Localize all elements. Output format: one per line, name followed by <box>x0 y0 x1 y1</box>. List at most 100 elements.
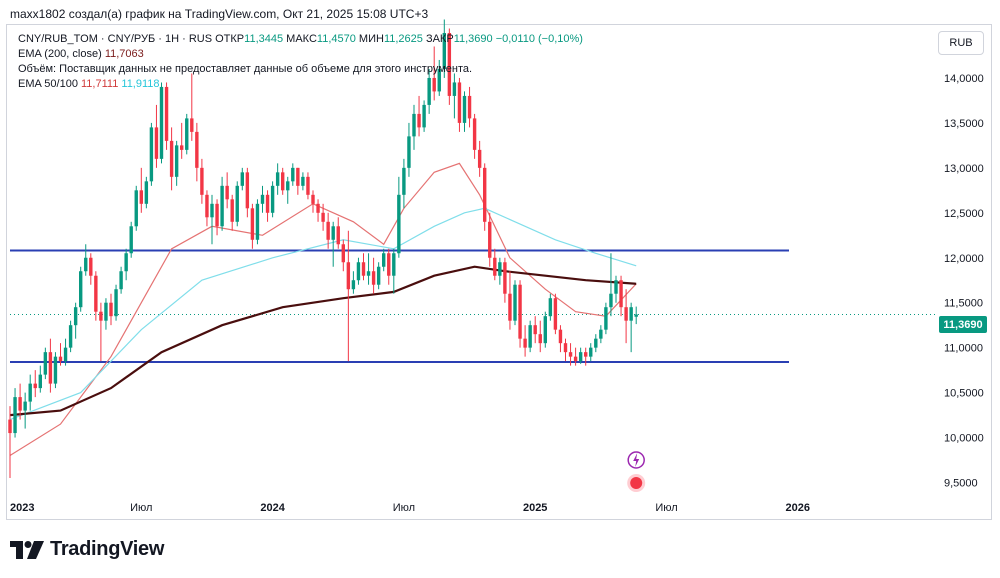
candle-body <box>528 325 532 348</box>
candle <box>291 163 295 186</box>
candle <box>457 77 462 132</box>
candle-body <box>402 167 406 195</box>
candle <box>366 253 371 285</box>
candle <box>558 325 563 353</box>
candle-body <box>73 307 78 326</box>
candle <box>13 388 17 438</box>
candle-body <box>563 343 568 353</box>
candle <box>599 325 603 344</box>
candle <box>149 122 154 186</box>
legend-ema200-row[interactable]: EMA (200, close) 11,7063 <box>18 47 583 62</box>
candle-body <box>578 352 583 362</box>
candle <box>493 248 497 281</box>
candle-body <box>538 334 542 344</box>
candle <box>109 293 113 326</box>
candle-body <box>281 172 285 191</box>
candle <box>472 113 477 159</box>
low-label: МИН <box>358 33 384 45</box>
candle <box>275 163 280 195</box>
candle <box>180 122 184 159</box>
candle <box>73 302 78 339</box>
y-tick-label: 11,0000 <box>944 343 983 355</box>
candle <box>427 68 431 114</box>
candle-body <box>190 118 194 132</box>
candle <box>225 172 229 209</box>
currency-button[interactable]: RUB <box>938 31 984 55</box>
candle-body <box>442 32 446 69</box>
x-tick-label: 2025 <box>523 502 547 514</box>
candle <box>200 158 204 204</box>
candle <box>346 230 351 362</box>
candle-body <box>8 419 12 434</box>
symbol-label[interactable]: CNY/RUB_TOM · CNY/РУБ · 1Н · RUS <box>18 33 213 45</box>
candle <box>195 122 199 182</box>
candle-body <box>609 293 613 308</box>
candle-body <box>417 113 421 128</box>
candle <box>58 343 63 366</box>
candle <box>563 338 568 362</box>
candle <box>341 239 345 272</box>
y-tick-label: 12,5000 <box>944 208 984 220</box>
last-price-tag: 11,3690 <box>939 316 987 333</box>
candle-body <box>33 383 37 389</box>
candle <box>533 316 537 344</box>
legend-ema-pair-row[interactable]: EMA 50/100 11,7111 11,9118 <box>18 77 583 92</box>
ema100-value: 11,9118 <box>121 78 160 90</box>
candle <box>255 199 260 245</box>
candle <box>316 199 320 222</box>
candle-body <box>584 352 588 357</box>
candle <box>407 122 411 177</box>
candle-body <box>518 284 522 339</box>
candle-body <box>331 226 335 240</box>
y-tick-label: 13,0000 <box>944 163 984 175</box>
candle-body <box>225 185 229 200</box>
candle <box>8 406 12 479</box>
candle <box>190 73 194 141</box>
candle-body <box>397 194 401 254</box>
candle-body <box>200 167 204 195</box>
candle-body <box>235 185 239 222</box>
candle <box>89 253 93 285</box>
candle-body <box>215 203 219 227</box>
ema200-value: 11,7063 <box>104 48 144 60</box>
candle <box>331 221 335 267</box>
candle-body <box>270 185 275 213</box>
event-marker-dot <box>630 477 643 489</box>
candle <box>43 347 48 380</box>
candle <box>84 244 88 276</box>
candle-body <box>38 374 42 389</box>
candle-body <box>508 293 512 321</box>
candle <box>483 163 487 231</box>
candle-body <box>109 302 113 317</box>
candle-body <box>432 77 436 92</box>
candle-body <box>28 383 32 402</box>
candle-body <box>260 194 265 204</box>
candle <box>467 86 472 128</box>
candle-body <box>180 145 184 150</box>
candle-body <box>104 302 108 321</box>
candle <box>306 172 310 200</box>
candle <box>23 392 27 429</box>
candle-body <box>356 262 361 281</box>
close-value: 11,3690 <box>453 33 493 45</box>
tradingview-logo[interactable]: TradingView <box>10 538 164 561</box>
x-tick-label: 2024 <box>260 502 285 514</box>
candle-body <box>185 118 189 150</box>
candle <box>629 302 633 353</box>
volume-note: Объём: Поставщик данных не предоставляет… <box>18 63 473 75</box>
candle <box>215 199 219 236</box>
candle-body <box>498 262 502 276</box>
candle <box>477 140 482 177</box>
candle-body <box>351 280 356 290</box>
high-value: 11,4570 <box>316 33 356 45</box>
y-tick-label: 9,5000 <box>944 478 978 490</box>
candle <box>220 176 224 231</box>
candle <box>447 28 452 105</box>
candle <box>503 257 507 303</box>
candle-body <box>488 221 492 258</box>
candle <box>114 284 118 321</box>
tradingview-logo-text: TradingView <box>50 538 165 560</box>
candle-body <box>467 95 472 119</box>
candle <box>326 212 330 249</box>
